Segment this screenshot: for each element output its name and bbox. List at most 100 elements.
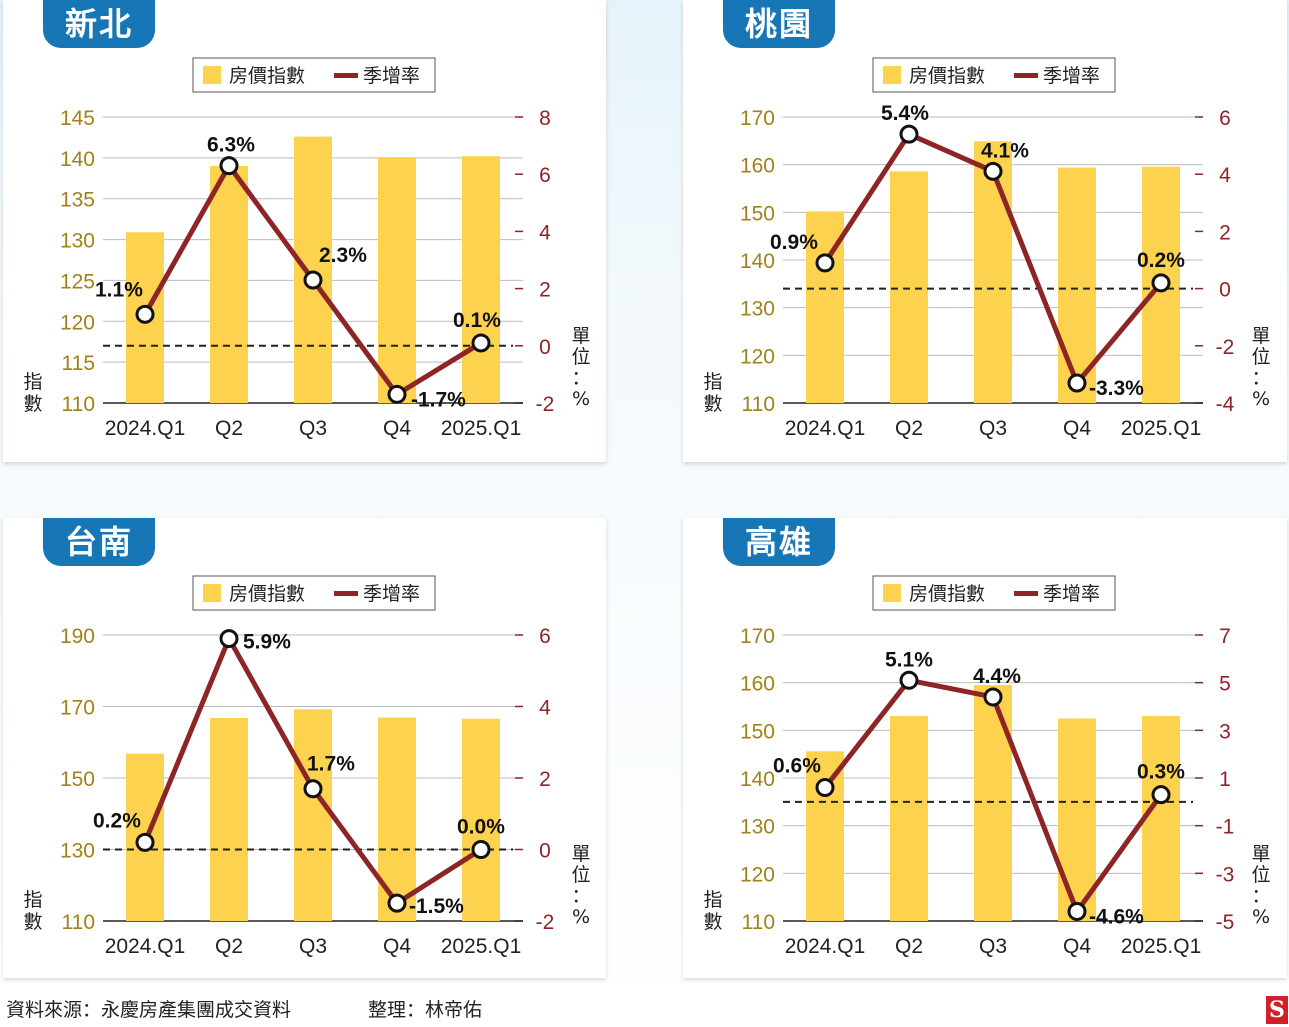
y-right-axis-name: 位 — [1251, 346, 1270, 368]
legend-box — [872, 575, 1116, 611]
growth-marker — [1151, 785, 1171, 805]
chart-title: 台南 — [43, 518, 156, 566]
y-left-tick-label: 140 — [740, 250, 775, 273]
y-left-axis-name: 指 — [23, 371, 42, 393]
growth-label: 0.6% — [773, 755, 821, 778]
y-left-axis-name: 數 — [23, 911, 42, 933]
y-left-tick-label: 110 — [742, 393, 775, 416]
x-tick-label: 2024.Q1 — [785, 417, 866, 440]
growth-marker — [387, 893, 407, 913]
growth-label: 1.7% — [307, 753, 355, 776]
y-right-tick-label: -2 — [536, 393, 555, 416]
growth-label: 0.2% — [1137, 249, 1185, 272]
legend-bar-swatch — [883, 66, 901, 84]
y-left-axis-name: 指 — [703, 371, 722, 393]
bar — [294, 136, 332, 403]
x-tick-label: Q4 — [383, 935, 411, 958]
growth-marker — [219, 156, 239, 176]
y-right-tick-label: 0 — [539, 336, 551, 359]
legend-line-label: 季增率 — [1043, 65, 1100, 87]
y-left-axis-name: 數 — [703, 393, 722, 415]
x-tick-label: Q3 — [979, 935, 1007, 958]
y-right-tick-label: 1 — [1219, 768, 1231, 791]
bar — [890, 171, 928, 403]
y-left-tick-label: 170 — [740, 107, 775, 130]
bar — [974, 685, 1012, 921]
y-right-tick-label: 5 — [1219, 673, 1231, 696]
bar — [1058, 718, 1096, 921]
y-left-axis-name: 數 — [703, 911, 722, 933]
y-right-tick-label: -1 — [1216, 816, 1235, 839]
y-left-tick-label: 145 — [60, 107, 95, 130]
y-left-axis-name: 數 — [23, 393, 42, 415]
growth-marker — [899, 124, 919, 144]
y-left-tick-label: 140 — [740, 768, 775, 791]
growth-label: 0.3% — [1137, 761, 1185, 784]
growth-label: -1.7% — [411, 388, 466, 411]
growth-label: 0.0% — [457, 816, 505, 839]
chart-new-taipei: 房價指數 季增率 110 115 120 125 130 135 140 145 8 6 4 2 0 -2 指數… — [23, 57, 591, 440]
legend-line-swatch — [1014, 591, 1038, 596]
y-right-tick-label: -2 — [536, 911, 555, 934]
growth-label: 1.1% — [95, 278, 143, 301]
legend-box — [192, 575, 436, 611]
growth-label: 5.1% — [885, 648, 933, 671]
growth-label: -3.3% — [1089, 377, 1144, 400]
growth-label: 6.3% — [207, 134, 255, 157]
x-tick-label: Q4 — [1063, 417, 1091, 440]
bar — [1142, 716, 1180, 921]
bar — [890, 716, 928, 921]
legend-bar-label: 房價指數 — [909, 583, 985, 605]
y-right-axis-name: % — [572, 388, 590, 410]
growth-marker — [387, 384, 407, 404]
y-right-tick-label: 7 — [1219, 625, 1231, 648]
chart-panel-tainan: 台南 房價指數 季增率 110 130 150 170 190 6 4 2 0 -2 指數 單位：% 202… — [3, 518, 606, 978]
y-right-tick-label: 0 — [1219, 279, 1231, 302]
x-tick-label: 2024.Q1 — [105, 417, 186, 440]
x-tick-label: Q2 — [215, 417, 243, 440]
legend-line-label: 季增率 — [1043, 583, 1100, 605]
bar — [378, 157, 416, 403]
legend: 房價指數 季增率 — [192, 57, 436, 93]
y-right-tick-label: 0 — [539, 840, 551, 863]
growth-marker — [135, 832, 155, 852]
y-right-tick-label: -5 — [1216, 911, 1235, 934]
y-left-tick-label: 115 — [62, 352, 95, 375]
bar — [462, 718, 500, 921]
y-left-tick-label: 160 — [740, 155, 775, 178]
chart-panel-new-taipei: 新北 房價指數 季增率 110 115 120 125 130 135 140 145 8 6 4 2 0 -… — [3, 0, 606, 462]
y-right-tick-label: 6 — [539, 625, 551, 648]
y-left-tick-label: 170 — [60, 697, 95, 720]
growth-label: 5.4% — [881, 102, 929, 125]
y-right-axis-name: 單 — [571, 843, 590, 865]
y-left-tick-label: 150 — [60, 768, 95, 791]
y-right-axis-name: 單 — [1251, 325, 1270, 347]
bar — [462, 156, 500, 403]
x-tick-label: 2024.Q1 — [785, 935, 866, 958]
y-left-tick-label: 190 — [60, 625, 95, 648]
y-right-tick-label: 6 — [539, 164, 551, 187]
y-left-tick-label: 150 — [740, 202, 775, 225]
y-right-tick-label: 4 — [1219, 164, 1231, 187]
y-left-tick-label: 130 — [60, 230, 95, 253]
x-tick-label: 2024.Q1 — [105, 935, 186, 958]
y-right-tick-label: -3 — [1216, 863, 1235, 886]
growth-label: -4.6% — [1089, 905, 1144, 928]
y-left-tick-label: 150 — [740, 720, 775, 743]
legend-bar-swatch — [203, 584, 221, 602]
y-left-tick-label: 130 — [60, 840, 95, 863]
publisher-logo: S — [1266, 996, 1288, 1024]
y-right-tick-label: 2 — [539, 279, 551, 302]
growth-marker — [815, 253, 835, 273]
y-left-tick-label: 125 — [60, 270, 95, 293]
y-right-tick-label: 2 — [539, 768, 551, 791]
chart-title: 新北 — [43, 0, 156, 48]
y-right-tick-label: 4 — [539, 697, 551, 720]
legend-bar-swatch — [203, 66, 221, 84]
bar — [378, 717, 416, 921]
y-right-axis-name: ： — [1251, 367, 1270, 389]
editor-credit: 整理：林帝佑 — [368, 999, 483, 1021]
growth-marker — [471, 840, 491, 859]
x-tick-label: Q2 — [895, 417, 923, 440]
chart-title: 高雄 — [723, 518, 836, 566]
